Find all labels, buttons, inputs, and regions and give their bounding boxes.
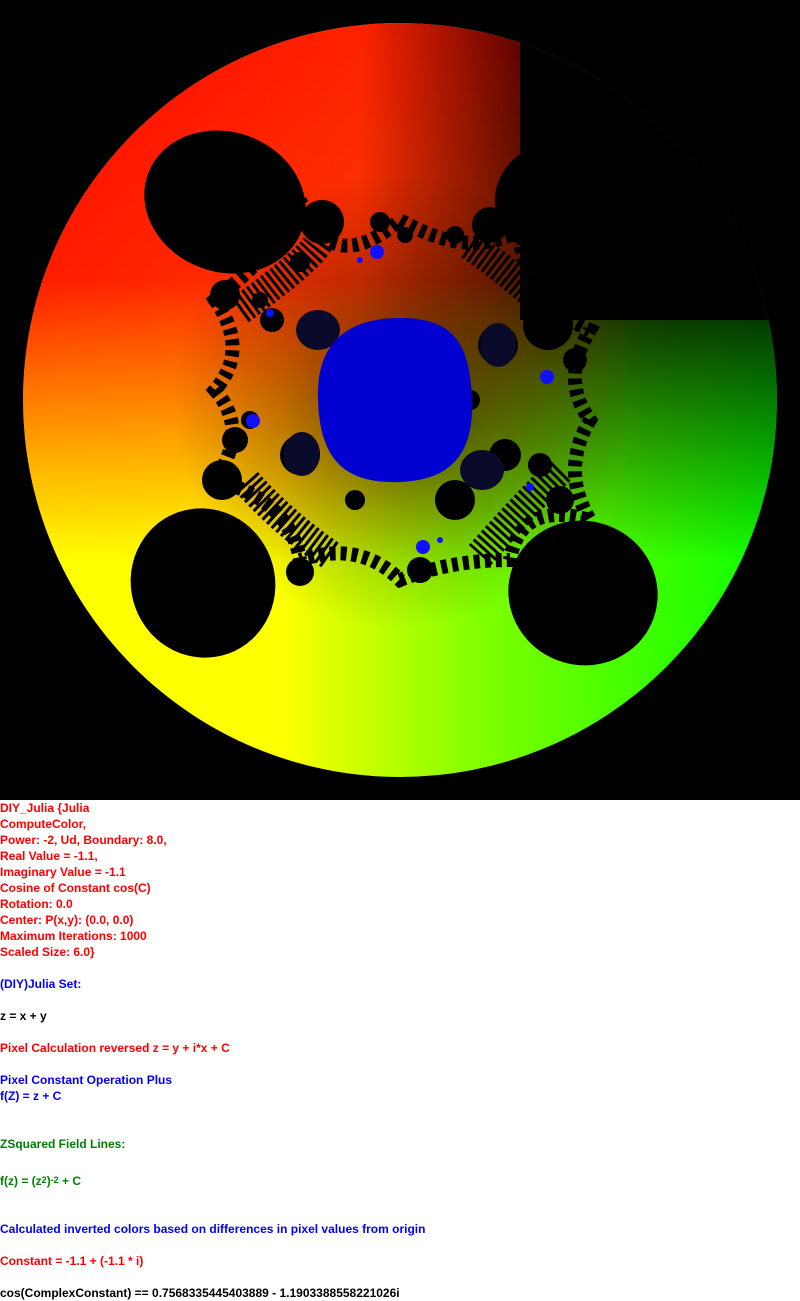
param-line-10: Scaled Size: 6.0} bbox=[0, 945, 95, 959]
param-line-5: Imaginary Value = -1.1 bbox=[0, 865, 126, 879]
exponent-outer: -2 bbox=[50, 1175, 59, 1185]
field-lines-formula: f(z) = (z2)-2 + C bbox=[0, 1173, 81, 1189]
param-line-8: Center: P(x,y): (0.0, 0.0) bbox=[0, 913, 134, 927]
set-title: (DIY)Julia Set: bbox=[0, 977, 82, 991]
formula-suffix: + C bbox=[58, 1174, 82, 1188]
color-note: Calculated inverted colors based on diff… bbox=[0, 1222, 426, 1236]
constant-operation-formula: f(Z) = z + C bbox=[0, 1089, 62, 1103]
exponent-inner: 2 bbox=[41, 1175, 47, 1185]
param-line-1: DIY_Julia {Julia bbox=[0, 801, 90, 815]
interior-blue-region bbox=[317, 318, 473, 483]
param-line-9: Maximum Iterations: 1000 bbox=[0, 929, 147, 943]
param-line-2: ComputeColor, bbox=[0, 817, 86, 831]
formula-prefix: f(z) = (z bbox=[0, 1174, 42, 1188]
formula-mid: ) bbox=[46, 1174, 51, 1188]
large-bulbs bbox=[130, 130, 658, 666]
cosine-result: cos(ComplexConstant) == 0.75683354454038… bbox=[0, 1286, 400, 1300]
param-line-3: Power: -2, Ud, Boundary: 8.0, bbox=[0, 833, 167, 847]
constant-operation-title: Pixel Constant Operation Plus bbox=[0, 1073, 173, 1087]
blue-dots bbox=[246, 245, 554, 554]
param-line-6: Cosine of Constant cos(C) bbox=[0, 881, 151, 895]
pixel-calculation: Pixel Calculation reversed z = y + i*x +… bbox=[0, 1041, 230, 1055]
param-line-4: Real Value = -1.1, bbox=[0, 849, 98, 863]
field-lines-title: ZSquared Field Lines: bbox=[0, 1137, 126, 1151]
param-line-7: Rotation: 0.0 bbox=[0, 897, 73, 911]
constant-line: Constant = -1.1 + (-1.1 * i) bbox=[0, 1254, 144, 1268]
z-definition: z = x + y bbox=[0, 1009, 47, 1023]
julia-set-fractal-image bbox=[0, 0, 800, 800]
